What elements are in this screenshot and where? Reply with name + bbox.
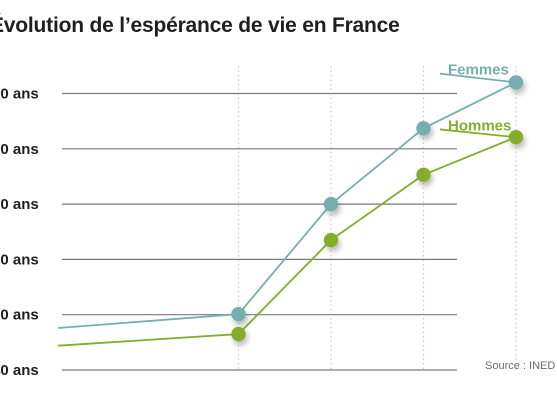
y-tick-label-40: 40 ans [0,362,39,379]
line-femmes [58,72,517,329]
line-hommes [58,128,517,347]
legend-label-hommes: Hommes [448,117,511,134]
point-hommes-4 [508,129,524,145]
y-axis-labels: 90 ans 80 ans 70 ans 60 ans 50 ans 40 ans [0,86,39,380]
y-tick-label-90: 90 ans [0,86,39,103]
horizontal-gridlines [62,92,457,371]
point-femmes-4 [508,75,524,90]
series-markers [231,75,524,342]
y-tick-label-70: 70 ans [0,196,39,213]
y-tick-label-80: 80 ans [0,141,39,158]
point-femmes-3 [416,121,431,136]
y-tick-label-60: 60 ans [0,251,39,268]
source-note: Source : INED [485,360,556,372]
vertical-gridlines [237,66,517,370]
point-hommes-2 [323,232,339,248]
point-femmes-1 [231,306,246,322]
point-hommes-1 [231,326,246,342]
point-femmes-2 [323,196,339,212]
chart-title: Évolution de l’espérance de vie en Franc… [0,14,400,37]
legend: Femmes Hommes [448,62,511,135]
series-lines [58,72,517,347]
point-hommes-3 [416,167,431,182]
legend-label-femmes: Femmes [448,62,509,79]
y-tick-label-50: 50 ans [0,307,39,324]
